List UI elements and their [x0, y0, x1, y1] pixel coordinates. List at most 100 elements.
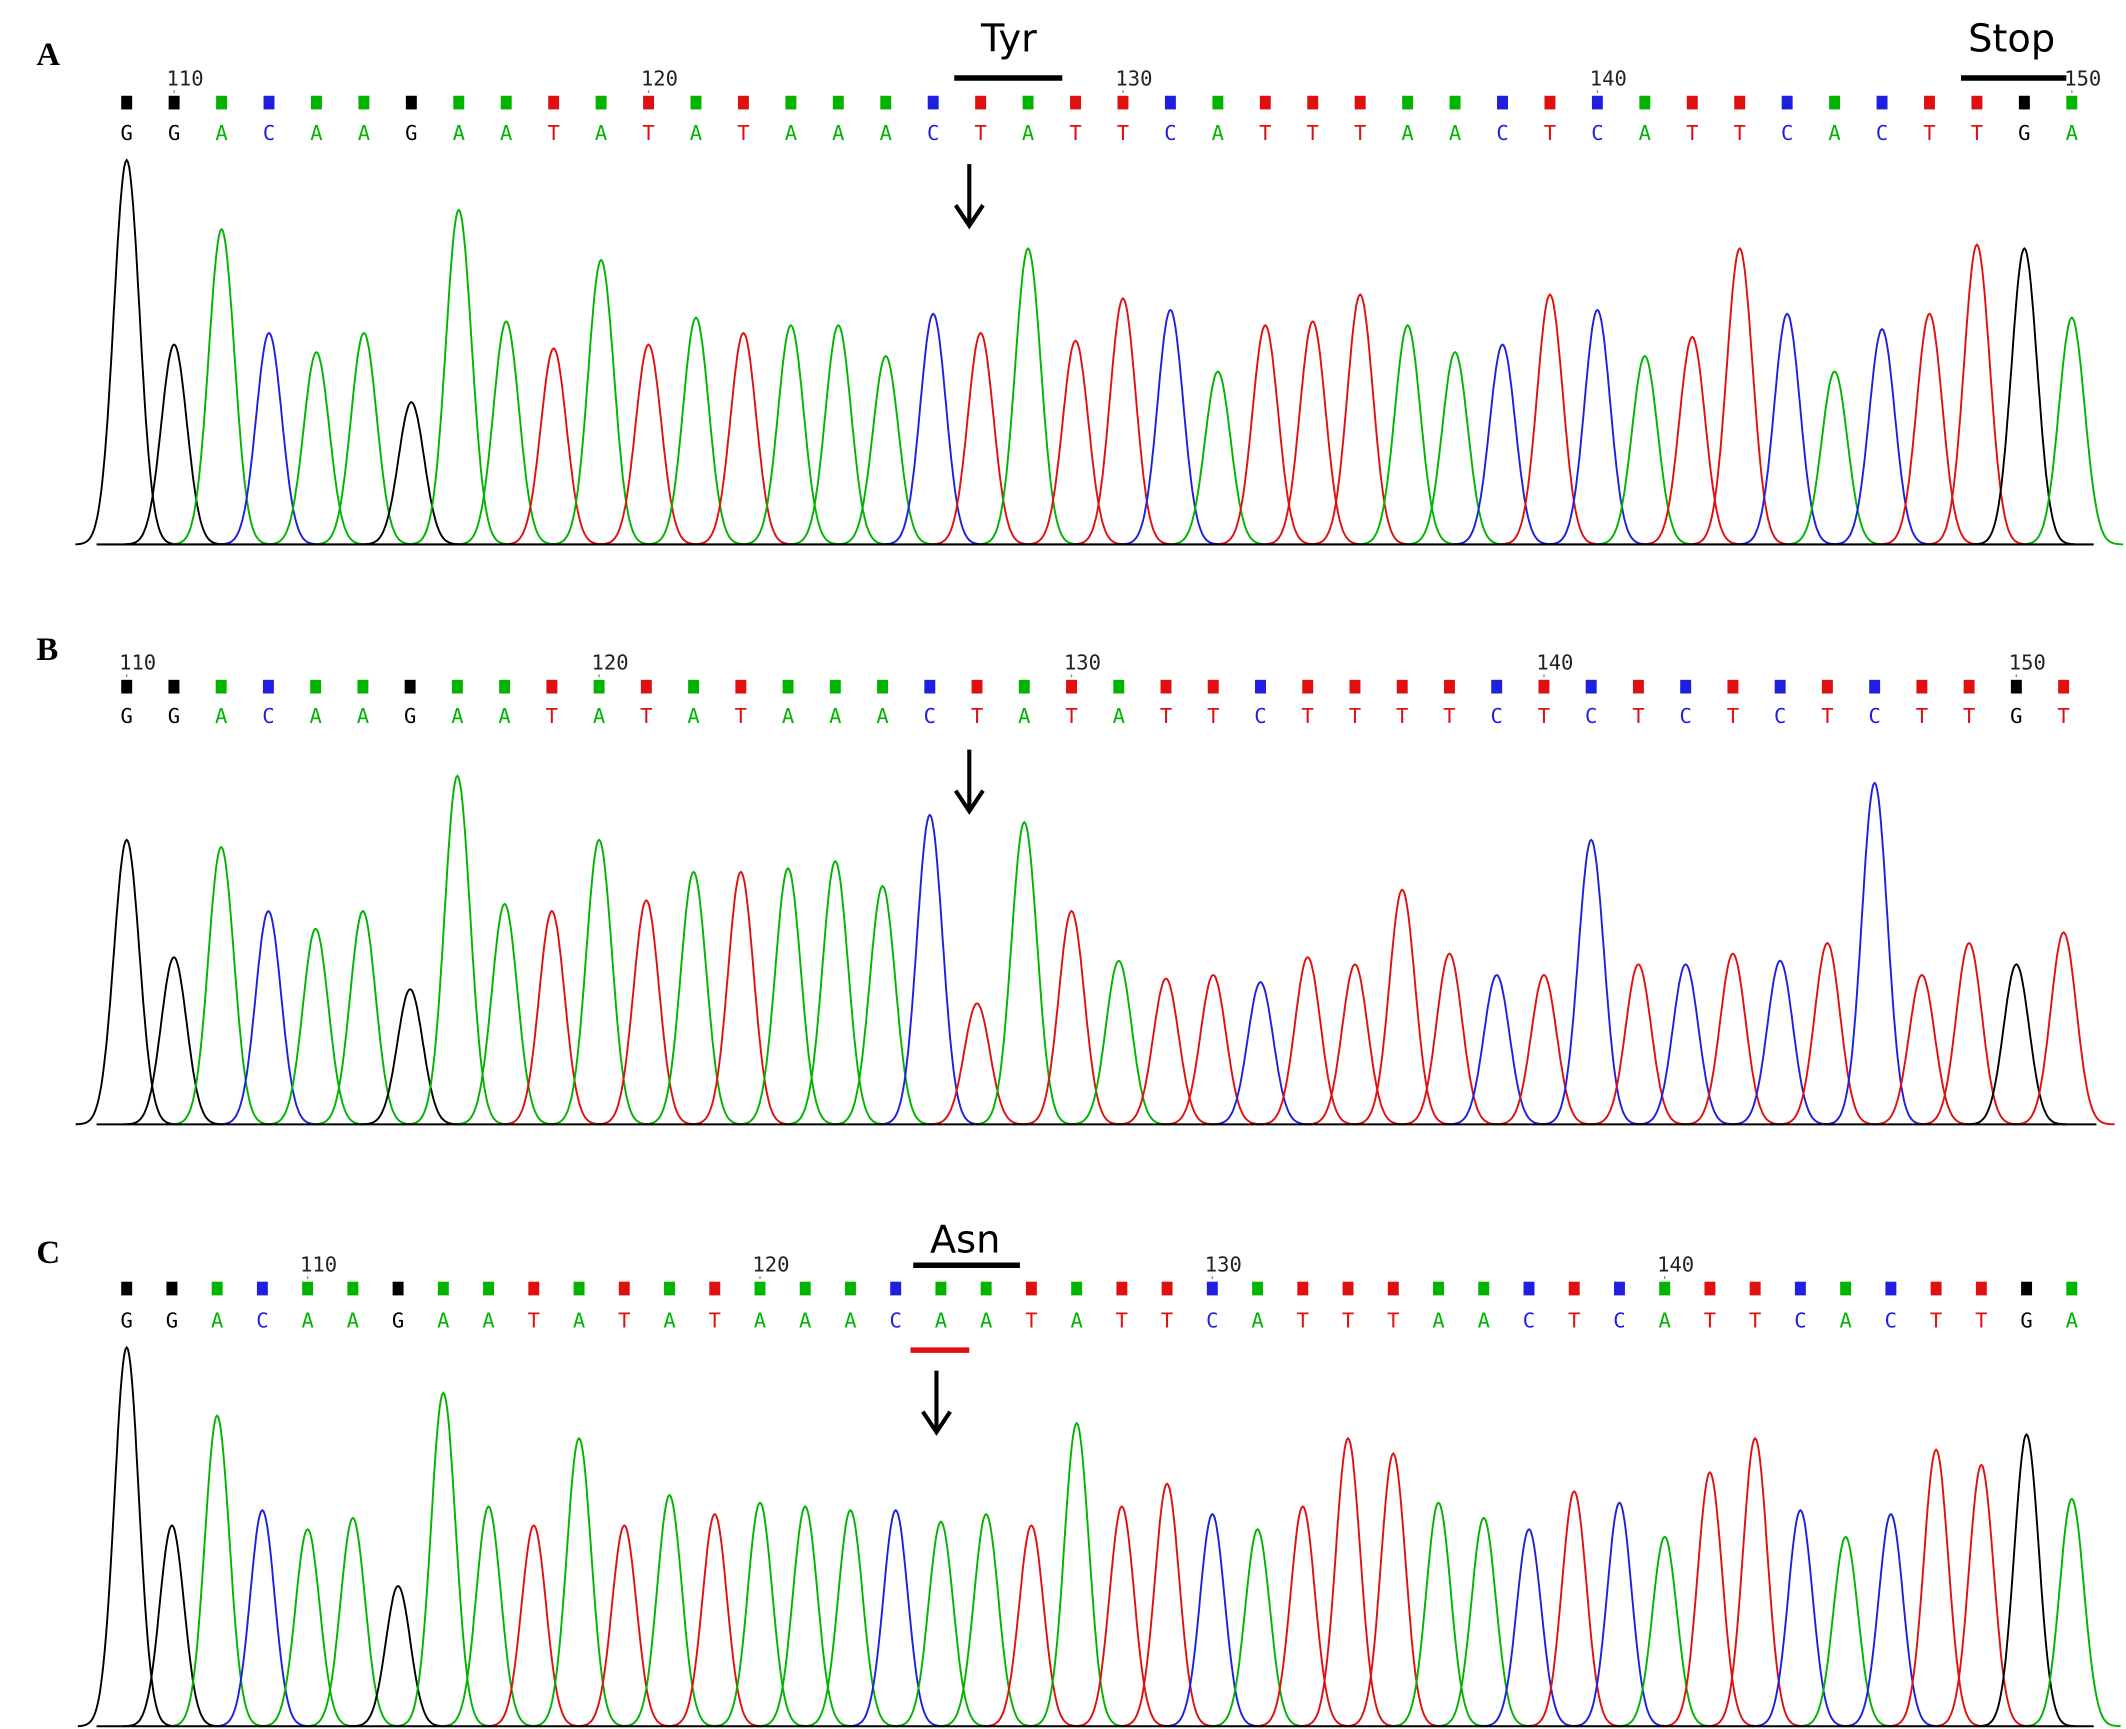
- base-square: [1018, 679, 1030, 694]
- base-call: T: [1065, 704, 1077, 728]
- peak: [75, 838, 178, 1126]
- base-square: [877, 679, 889, 694]
- arrow: [953, 749, 985, 815]
- base-square: [829, 679, 841, 694]
- base-square: [1613, 1281, 1625, 1296]
- base-square: [528, 1281, 540, 1296]
- peak: [258, 1528, 357, 1728]
- base-call: T: [1117, 121, 1129, 145]
- peak: [1020, 909, 1123, 1126]
- peak: [892, 1520, 990, 1728]
- base-square: [357, 679, 369, 694]
- base-square: [1686, 95, 1698, 110]
- peak: [1925, 243, 2029, 546]
- base-call: C: [1794, 1308, 1806, 1332]
- base-call: A: [2066, 121, 2078, 145]
- peak: [834, 354, 938, 546]
- base-call: A: [1113, 704, 1125, 728]
- position-label: 130: [1064, 650, 1101, 674]
- base-square: [211, 1281, 223, 1296]
- base-call: T: [1443, 704, 1455, 728]
- base-call: T: [547, 121, 559, 145]
- base-call: A: [215, 121, 227, 145]
- base-call: G: [2020, 1308, 2032, 1332]
- base-square: [688, 679, 700, 694]
- base-square: [166, 1281, 178, 1296]
- base-call: A: [1401, 121, 1413, 145]
- base-call: G: [121, 704, 133, 728]
- peak: [1615, 1535, 1714, 1728]
- peak: [973, 820, 1076, 1126]
- peak: [1308, 293, 1412, 546]
- peak: [406, 774, 509, 1126]
- base-call: A: [1639, 121, 1651, 145]
- base-call: T: [1544, 121, 1556, 145]
- base-call: G: [121, 121, 133, 145]
- peak: [1208, 1528, 1307, 1728]
- base-square: [1433, 1281, 1444, 1296]
- peak: [1823, 781, 1926, 1126]
- peak: [217, 909, 320, 1126]
- base-square: [737, 95, 749, 110]
- base-square: [643, 95, 655, 110]
- peak: [213, 1508, 312, 1728]
- base-call: A: [437, 1308, 449, 1332]
- base-square: [1354, 95, 1366, 110]
- peak: [1783, 370, 1886, 546]
- peak: [801, 1508, 900, 1728]
- position-label: 140: [1536, 650, 1573, 674]
- base-call: T: [1160, 704, 1172, 728]
- peak: [394, 1391, 493, 1728]
- peak: [1214, 324, 1317, 546]
- base-square: [971, 679, 983, 694]
- base-call: T: [1568, 1308, 1580, 1332]
- base-square: [1307, 95, 1319, 110]
- base-call: C: [1613, 1308, 1625, 1332]
- base-square: [1443, 679, 1455, 694]
- base-square: [890, 1281, 902, 1296]
- base-call: A: [1018, 704, 1030, 728]
- peak: [1751, 1508, 1850, 1728]
- peak: [1796, 1535, 1895, 1728]
- base-square: [1869, 679, 1881, 694]
- base-square: [573, 1281, 585, 1296]
- base-call: A: [1070, 1308, 1082, 1332]
- base-square: [1259, 95, 1271, 110]
- peak: [1525, 1490, 1624, 1728]
- peak: [502, 347, 606, 546]
- base-square: [1449, 95, 1461, 110]
- base-square: [980, 1281, 992, 1296]
- base-square: [347, 1281, 359, 1296]
- base-call: T: [1963, 704, 1975, 728]
- base-call: T: [1342, 1308, 1354, 1332]
- base-square: [690, 95, 702, 110]
- base-square: [310, 95, 322, 110]
- base-square: [546, 679, 558, 694]
- base-call: A: [1449, 121, 1461, 145]
- base-call: A: [310, 121, 322, 145]
- peak: [1356, 324, 1459, 546]
- position-label: 130: [1115, 66, 1152, 90]
- base-call: A: [1432, 1308, 1444, 1332]
- base-call: T: [1916, 704, 1928, 728]
- peak: [1661, 1471, 1759, 1728]
- peak: [689, 870, 792, 1126]
- base-square: [453, 95, 465, 110]
- peak: [359, 401, 463, 546]
- peak: [1540, 838, 1643, 1126]
- base-square: [499, 679, 511, 694]
- peak: [1546, 308, 1649, 546]
- peak: [349, 1584, 448, 1728]
- peak: [1071, 297, 1175, 546]
- peak: [1209, 981, 1312, 1126]
- base-call: G: [392, 1308, 404, 1332]
- peak: [1593, 354, 1697, 546]
- peak: [217, 331, 321, 546]
- base-call: A: [215, 704, 227, 728]
- base-square: [1704, 1281, 1716, 1296]
- peak: [787, 324, 890, 546]
- base-square: [1885, 1281, 1897, 1296]
- peak: [1706, 1436, 1804, 1728]
- base-square: [2058, 679, 2070, 694]
- peak: [1118, 1482, 1216, 1728]
